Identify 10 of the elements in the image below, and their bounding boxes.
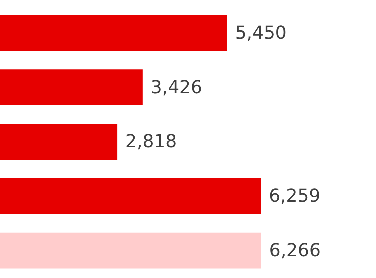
data-label: 6,259 xyxy=(269,186,321,208)
data-label: 2,818 xyxy=(126,132,178,153)
bar xyxy=(0,70,143,106)
data-label: 6,266 xyxy=(269,240,321,262)
bar xyxy=(0,15,228,52)
bar xyxy=(0,232,262,269)
bar xyxy=(0,124,118,160)
bar xyxy=(0,178,262,214)
data-label: 5,450 xyxy=(235,22,287,44)
data-label: 3,426 xyxy=(150,77,202,98)
